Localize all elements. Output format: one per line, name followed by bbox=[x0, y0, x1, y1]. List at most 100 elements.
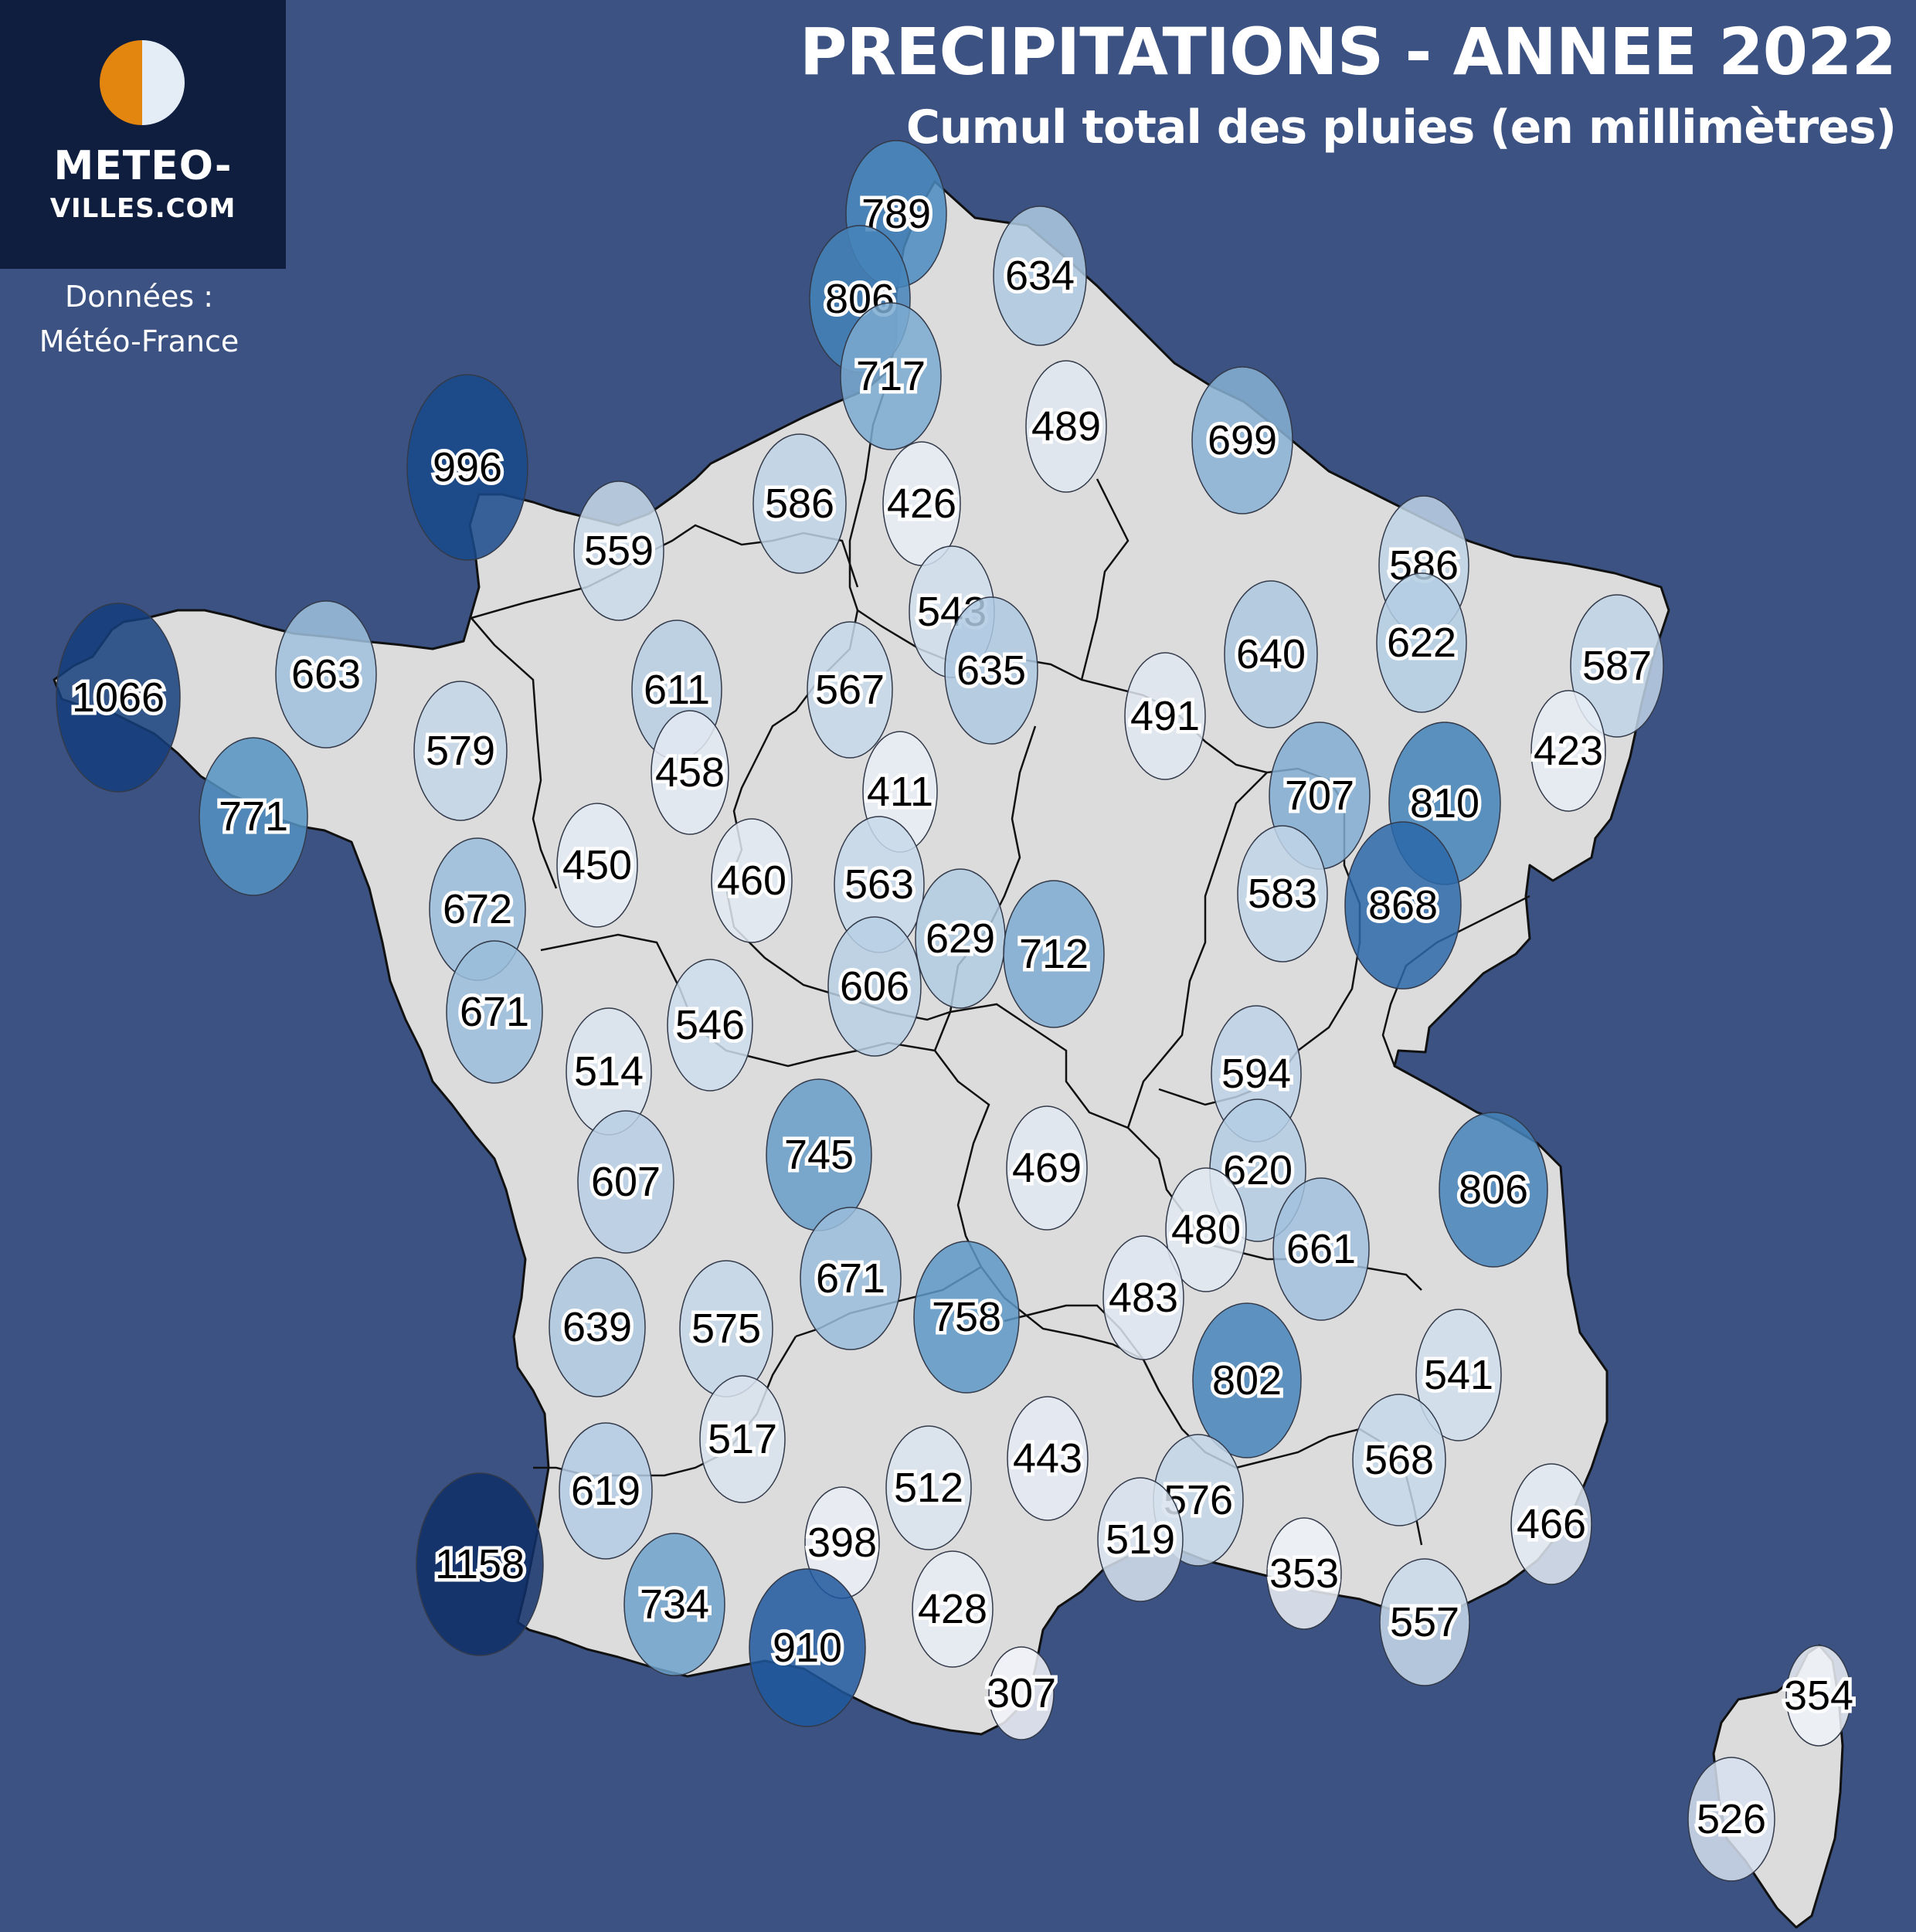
rainfall-value-label: 567 bbox=[815, 667, 885, 713]
station-marker: 789 bbox=[845, 140, 947, 288]
rainfall-oval bbox=[800, 1207, 902, 1350]
station-marker: 512 bbox=[885, 1425, 972, 1550]
logo-panel: METEO- VILLES.COM bbox=[0, 0, 286, 269]
rainfall-value-label: 575 bbox=[691, 1306, 761, 1352]
rainfall-value-label: 587 bbox=[1582, 643, 1652, 689]
rainfall-oval bbox=[556, 803, 638, 928]
rainfall-value-label: 458 bbox=[655, 749, 725, 796]
rainfall-oval bbox=[577, 1110, 674, 1254]
station-marker: 661 bbox=[1272, 1177, 1370, 1321]
rainfall-value-label: 541 bbox=[1424, 1352, 1493, 1398]
station-marker: 563 bbox=[834, 816, 925, 953]
rainfall-oval bbox=[912, 1550, 994, 1668]
rainfall-oval bbox=[1415, 1309, 1502, 1441]
rainfall-oval bbox=[944, 596, 1038, 745]
rainfall-value-label: 634 bbox=[1005, 253, 1075, 299]
station-marker: 634 bbox=[993, 205, 1087, 346]
rainfall-value-label: 526 bbox=[1697, 1796, 1766, 1842]
station-marker: 802 bbox=[1192, 1302, 1302, 1458]
rainfall-oval bbox=[1192, 1302, 1302, 1458]
station-marker: 606 bbox=[827, 916, 922, 1057]
rainfall-value-label: 671 bbox=[460, 989, 529, 1035]
rainfall-oval bbox=[1272, 1177, 1370, 1321]
station-marker: 583 bbox=[1237, 825, 1328, 963]
rainfall-value-label: 354 bbox=[1784, 1672, 1853, 1719]
rainfall-value-label: 661 bbox=[1286, 1226, 1356, 1272]
rainfall-value-label: 423 bbox=[1534, 728, 1603, 774]
station-marker: 489 bbox=[1025, 360, 1107, 493]
rainfall-oval bbox=[1352, 1394, 1446, 1526]
station-marker: 546 bbox=[667, 959, 753, 1092]
rainfall-value-label: 594 bbox=[1221, 1051, 1291, 1097]
rainfall-oval bbox=[749, 1568, 866, 1727]
rainfall-value-label: 426 bbox=[887, 480, 956, 527]
rainfall-oval bbox=[827, 916, 922, 1057]
rainfall-value-label: 480 bbox=[1171, 1207, 1241, 1253]
station-marker: 629 bbox=[915, 868, 1006, 1009]
station-marker: 443 bbox=[1007, 1396, 1089, 1521]
rainfall-value-label: 428 bbox=[918, 1586, 987, 1632]
rainfall-value-label: 563 bbox=[844, 861, 914, 908]
station-marker: 663 bbox=[275, 600, 377, 749]
rainfall-value-label: 717 bbox=[856, 353, 926, 399]
source-name: Météo-France bbox=[39, 324, 240, 358]
rainfall-oval bbox=[1510, 1463, 1592, 1585]
rainfall-value-label: 622 bbox=[1387, 620, 1456, 666]
rainfall-oval bbox=[1379, 1558, 1470, 1686]
station-marker: 483 bbox=[1102, 1235, 1184, 1360]
station-marker: 460 bbox=[711, 818, 793, 943]
rainfall-value-label: 411 bbox=[867, 769, 933, 815]
station-marker: 458 bbox=[651, 710, 729, 835]
rainfall-value-label: 712 bbox=[1019, 931, 1089, 977]
station-marker: 1066 bbox=[56, 603, 181, 793]
station-marker: 1158 bbox=[416, 1472, 544, 1656]
rainfall-value-label: 1158 bbox=[435, 1541, 525, 1587]
rainfall-oval bbox=[993, 205, 1087, 346]
station-marker: 514 bbox=[566, 1007, 652, 1136]
rainfall-oval bbox=[1530, 690, 1606, 812]
rainfall-value-label: 699 bbox=[1208, 417, 1277, 463]
rainfall-value-label: 460 bbox=[717, 857, 786, 904]
station-marker: 567 bbox=[807, 621, 893, 759]
rainfall-oval bbox=[913, 1241, 1020, 1394]
station-marker: 428 bbox=[912, 1550, 994, 1668]
rainfall-value-label: 398 bbox=[807, 1519, 877, 1566]
station-marker: 699 bbox=[1191, 366, 1293, 514]
station-marker: 568 bbox=[1352, 1394, 1446, 1526]
station-marker: 771 bbox=[199, 737, 308, 896]
rainfall-value-label: 606 bbox=[840, 963, 909, 1010]
station-marker: 640 bbox=[1224, 580, 1318, 728]
rainfall-oval bbox=[1006, 1105, 1088, 1231]
rainfall-oval bbox=[623, 1533, 725, 1676]
half-sun-half-moon-icon bbox=[100, 40, 185, 125]
rainfall-value-label: 996 bbox=[433, 444, 502, 491]
logo-text-line2: VILLES.COM bbox=[49, 193, 236, 224]
rainfall-value-label: 802 bbox=[1212, 1357, 1282, 1404]
rainfall-value-label: 671 bbox=[816, 1255, 885, 1302]
rainfall-oval bbox=[56, 603, 181, 793]
rainfall-oval bbox=[1266, 1517, 1342, 1630]
rainfall-value-label: 512 bbox=[894, 1465, 963, 1511]
rainfall-oval bbox=[275, 600, 377, 749]
rainfall-oval bbox=[1102, 1235, 1184, 1360]
station-marker: 517 bbox=[699, 1375, 786, 1503]
rainfall-value-label: 579 bbox=[426, 728, 495, 774]
rainfall-oval bbox=[711, 818, 793, 943]
rainfall-value-label: 353 bbox=[1269, 1550, 1339, 1597]
rainfall-value-label: 619 bbox=[571, 1468, 640, 1514]
rainfall-value-label: 734 bbox=[640, 1581, 709, 1628]
station-marker: 671 bbox=[446, 940, 543, 1084]
rainfall-oval bbox=[1439, 1112, 1548, 1268]
station-marker: 575 bbox=[679, 1260, 773, 1397]
station-marker: 806 bbox=[1439, 1112, 1548, 1268]
station-marker: 619 bbox=[559, 1422, 653, 1560]
rainfall-oval bbox=[651, 710, 729, 835]
rainfall-value-label: 491 bbox=[1130, 693, 1200, 739]
rainfall-oval bbox=[573, 480, 664, 621]
rainfall-oval bbox=[752, 433, 847, 574]
rainfall-oval bbox=[1570, 594, 1664, 738]
rainfall-oval bbox=[1007, 1396, 1089, 1521]
rainfall-oval bbox=[1025, 360, 1107, 493]
rainfall-oval bbox=[199, 737, 308, 896]
rainfall-value-label: 489 bbox=[1031, 403, 1101, 450]
